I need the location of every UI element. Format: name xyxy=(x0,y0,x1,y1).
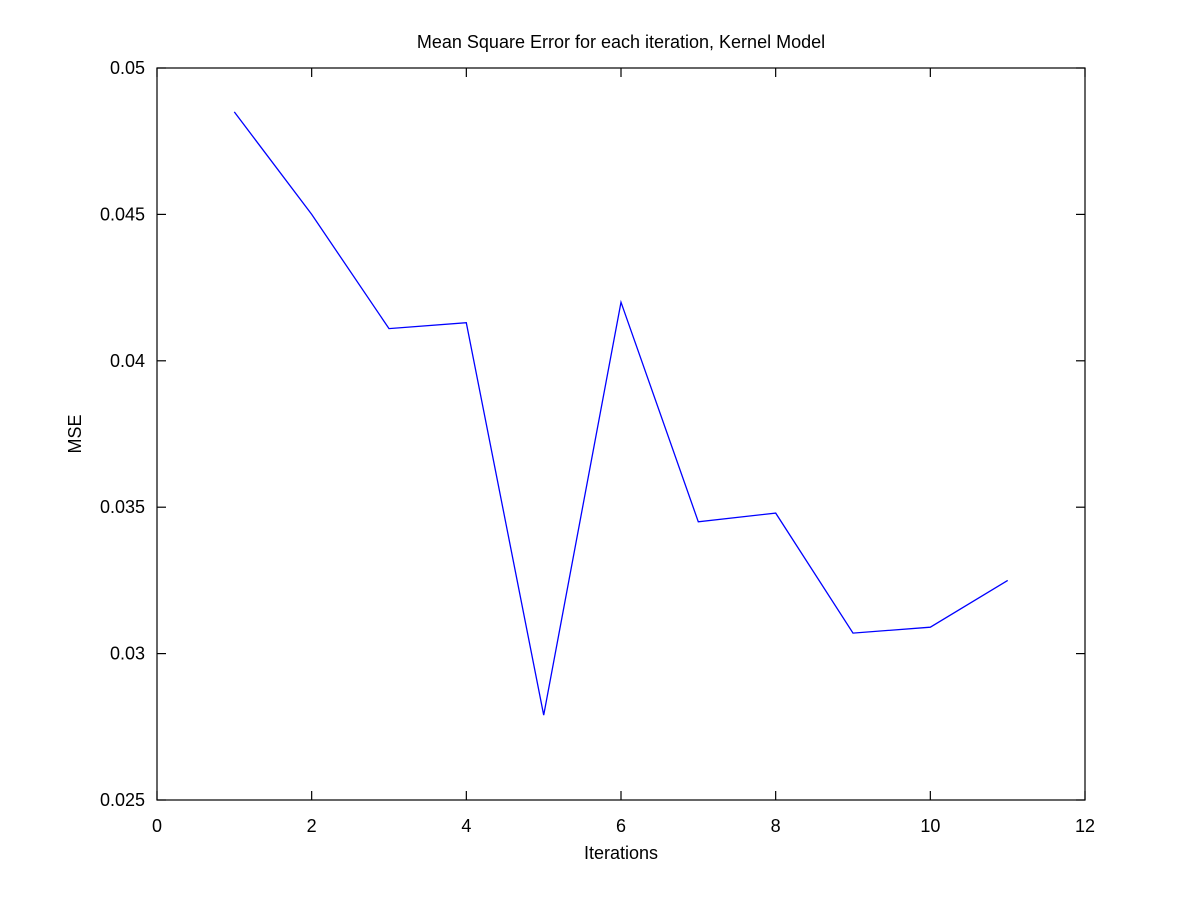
y-tick-label: 0.025 xyxy=(100,790,145,810)
x-axis-label: Iterations xyxy=(584,843,658,863)
plot-frame xyxy=(156,67,1086,801)
x-tick-label: 10 xyxy=(920,816,940,836)
y-axis-label: MSE xyxy=(65,414,85,453)
chart-title: Mean Square Error for each iteration, Ke… xyxy=(417,32,825,52)
x-tick-label: 0 xyxy=(152,816,162,836)
x-tick-label: 6 xyxy=(616,816,626,836)
x-tick-label: 2 xyxy=(307,816,317,836)
series-group xyxy=(233,111,1009,716)
y-tick-label: 0.03 xyxy=(110,644,145,664)
x-tick-label: 4 xyxy=(461,816,471,836)
y-tick-label: 0.05 xyxy=(110,58,145,78)
y-tick-label: 0.04 xyxy=(110,351,145,371)
y-tick-label: 0.035 xyxy=(100,497,145,517)
x-tick-label: 12 xyxy=(1075,816,1095,836)
y-tick-label: 0.045 xyxy=(100,204,145,224)
axes: 0 2 4 6 8 10 12 0.025 0.03 0.035 0.04 0.045 0.05 xyxy=(100,58,1095,836)
x-tick-label: 8 xyxy=(771,816,781,836)
series-line xyxy=(233,111,1009,716)
